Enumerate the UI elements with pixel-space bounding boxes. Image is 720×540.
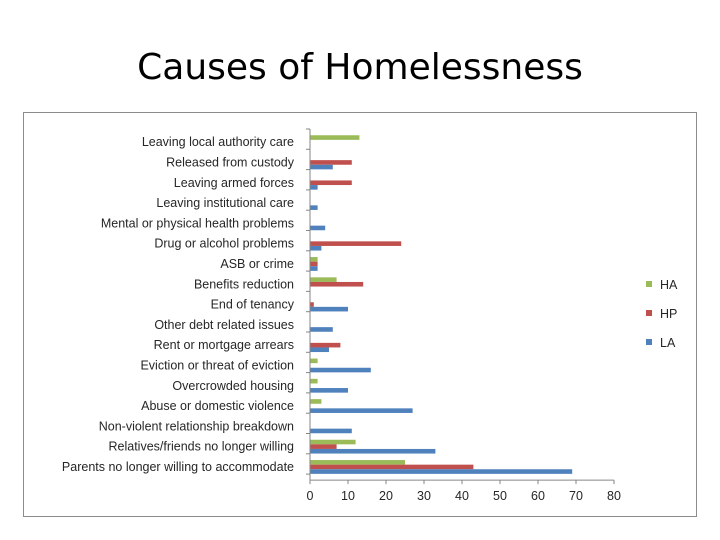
- bar-ha-16: [310, 460, 405, 465]
- bar-ha-7: [310, 277, 337, 282]
- bar-la-14: [310, 428, 352, 434]
- x-tick-label: 0: [307, 489, 314, 503]
- bar-la-16: [310, 469, 573, 474]
- bar-hp-6: [310, 261, 318, 267]
- bar-la-8: [310, 306, 348, 312]
- category-label: Benefits reduction: [194, 277, 294, 291]
- category-label: Overcrowded housing: [172, 379, 294, 393]
- bar-hp-5: [310, 241, 402, 246]
- bar-la-1: [310, 164, 333, 170]
- bar-ha-15: [310, 439, 356, 445]
- bar-la-3: [310, 205, 318, 210]
- x-tick-label: 80: [607, 489, 621, 503]
- category-label: Non-violent relationship breakdown: [99, 419, 294, 433]
- legend-label-hp: HP: [660, 307, 677, 321]
- bar-la-9: [310, 327, 333, 332]
- bar-la-2: [310, 185, 318, 190]
- bars-layer: [310, 135, 573, 474]
- bar-la-12: [310, 388, 348, 393]
- bar-hp-8: [310, 302, 314, 307]
- axis-layer: [306, 128, 615, 485]
- x-tick-label: 30: [417, 489, 431, 503]
- category-label: Leaving local authority care: [142, 135, 294, 149]
- legend-label-ha: HA: [660, 278, 678, 292]
- bar-la-6: [310, 266, 318, 271]
- bar-hp-10: [310, 342, 341, 348]
- bar-hp-16: [310, 464, 474, 470]
- category-label: Leaving armed forces: [174, 176, 294, 190]
- bar-hp-1: [310, 160, 352, 165]
- category-labels: Leaving local authority care Released fro…: [62, 135, 295, 474]
- x-tick-label: 40: [455, 489, 469, 503]
- category-label: Drug or alcohol problems: [154, 237, 294, 251]
- legend-swatch-la: [646, 339, 652, 345]
- category-label: ASB or crime: [220, 257, 294, 271]
- bar-hp-2: [310, 180, 352, 186]
- x-tick-label: 50: [493, 489, 507, 503]
- category-label: Rent or mortgage arrears: [154, 338, 294, 352]
- x-tick-label: 10: [341, 489, 355, 503]
- bar-hp-15: [310, 444, 337, 449]
- category-label: Leaving institutional care: [156, 196, 294, 210]
- x-tick-label: 20: [379, 489, 393, 503]
- chart-frame: Leaving local authority care Released fro…: [23, 112, 697, 517]
- bar-la-13: [310, 408, 413, 413]
- category-label: Other debt related issues: [154, 318, 294, 332]
- legend-swatch-hp: [646, 310, 652, 316]
- bar-chart: Leaving local authority care Released fro…: [62, 128, 678, 503]
- bar-ha-13: [310, 399, 322, 404]
- category-label: Eviction or threat of eviction: [140, 358, 294, 372]
- x-tick-label: 60: [531, 489, 545, 503]
- legend-swatch-ha: [646, 281, 652, 287]
- slide-title: Causes of Homelessness: [137, 47, 583, 88]
- x-tick-label: 70: [569, 489, 583, 503]
- bar-la-11: [310, 367, 371, 373]
- category-label: End of tenancy: [211, 298, 295, 312]
- category-label: Released from custody: [166, 155, 295, 169]
- category-label: Abuse or domestic violence: [141, 399, 294, 413]
- category-label: Mental or physical health problems: [101, 216, 294, 230]
- bar-ha-6: [310, 257, 318, 262]
- bar-la-5: [310, 245, 322, 251]
- legend: HA HP LA: [646, 278, 678, 350]
- bar-la-15: [310, 448, 436, 454]
- bar-la-10: [310, 347, 329, 353]
- bar-ha-0: [310, 135, 360, 140]
- bar-ha-11: [310, 358, 318, 364]
- legend-label-la: LA: [660, 336, 676, 350]
- tick-labels: 0 10 20 30 40 50 60 70 80: [307, 489, 621, 503]
- category-label: Relatives/friends no longer willing: [108, 440, 294, 454]
- category-label: Parents no longer willing to accommodate: [62, 460, 294, 474]
- bar-ha-12: [310, 378, 318, 384]
- bar-hp-7: [310, 281, 364, 287]
- bar-la-4: [310, 225, 326, 231]
